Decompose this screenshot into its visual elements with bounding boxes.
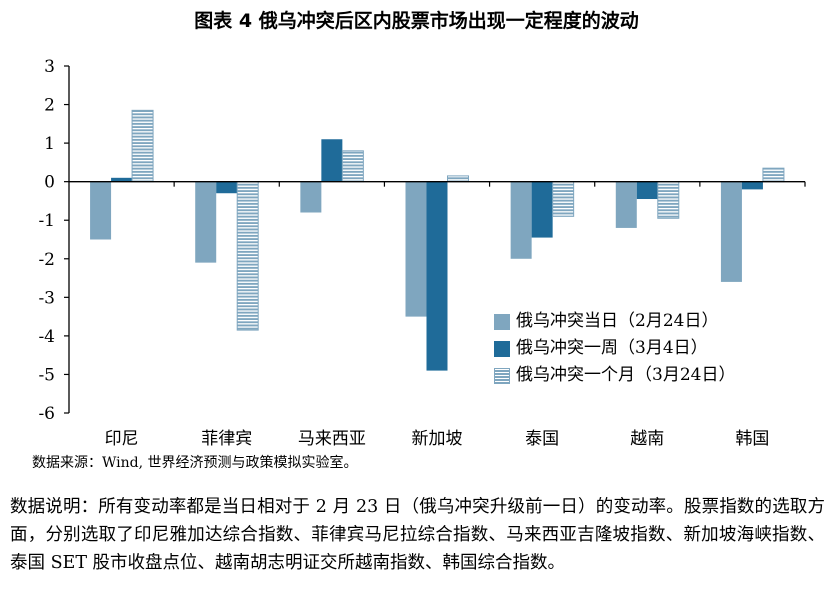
bar	[657, 181, 680, 219]
legend-label: 俄乌冲突一周（3月4日）	[516, 338, 708, 358]
x-tick-label: 菲律宾	[201, 429, 252, 449]
bar-chart: 印尼 菲律宾 马来西亚 新加坡 泰国 越南 韩国 3 2 1 0 -1 -2 -3 -4 -5 -6	[38, 57, 806, 449]
y-tick-label: -4	[38, 327, 55, 347]
legend-label: 俄乌冲突当日（2月24日）	[516, 311, 719, 331]
bar	[447, 175, 469, 183]
y-tick-label: 2	[44, 96, 55, 116]
x-tick-label: 印尼	[105, 429, 139, 449]
source-note: 数据来源：Wind, 世界经济预测与政策模拟实验室。	[32, 455, 358, 471]
x-tick-label: 泰国	[525, 429, 559, 449]
legend-item: 俄乌冲突当日（2月24日）	[494, 308, 735, 335]
bar	[510, 181, 532, 259]
legend-swatch	[494, 313, 510, 330]
chart-title: 图表 4 俄乌冲突后区内股票市场出现一定程度的波动	[194, 10, 639, 32]
bar	[90, 181, 112, 240]
bar	[405, 181, 427, 317]
bars-group	[90, 109, 785, 371]
bar	[236, 181, 259, 331]
bar	[300, 181, 322, 213]
bar	[341, 150, 364, 183]
bar	[111, 177, 133, 182]
bar	[426, 181, 448, 371]
y-tick-label: -6	[38, 404, 55, 424]
y-tick-label: 1	[44, 134, 55, 154]
bar	[216, 181, 238, 194]
y-tick-label: -1	[38, 211, 55, 231]
legend-item: 俄乌冲突一周（3月4日）	[494, 335, 735, 362]
x-tick-label: 韩国	[735, 429, 769, 449]
legend-label: 俄乌冲突一个月（3月24日）	[516, 365, 736, 385]
legend-swatch	[494, 340, 510, 357]
y-tick-label: 0	[44, 173, 55, 193]
bar	[195, 181, 217, 263]
data-description: 数据说明：所有变动率都是当日相对于 2 月 23 日（俄乌冲突升级前一日）的变动…	[10, 497, 825, 573]
bar	[720, 181, 742, 282]
legend-swatch	[494, 367, 510, 384]
bar	[531, 181, 553, 238]
bar	[636, 181, 658, 200]
x-tick-label: 马来西亚	[298, 429, 366, 449]
x-tick-label: 新加坡	[412, 429, 463, 449]
x-tick-label: 越南	[630, 429, 664, 449]
y-tick-label: 3	[44, 57, 55, 77]
legend: 俄乌冲突当日（2月24日） 俄乌冲突一周（3月4日） 俄乌冲突一个月（3月24日…	[494, 308, 735, 389]
bar	[131, 109, 154, 183]
bar	[321, 139, 343, 182]
bar	[615, 181, 637, 228]
y-tick-label: -5	[38, 365, 55, 385]
bar	[762, 167, 785, 183]
bar	[741, 181, 763, 190]
y-tick-label: -3	[38, 288, 55, 308]
y-tick-label: -2	[38, 250, 55, 270]
bar	[552, 181, 575, 217]
legend-item: 俄乌冲突一个月（3月24日）	[494, 362, 735, 389]
axes-group: 印尼 菲律宾 马来西亚 新加坡 泰国 越南 韩国 3 2 1 0 -1 -2 -3 -4 -5 -6	[38, 57, 806, 449]
